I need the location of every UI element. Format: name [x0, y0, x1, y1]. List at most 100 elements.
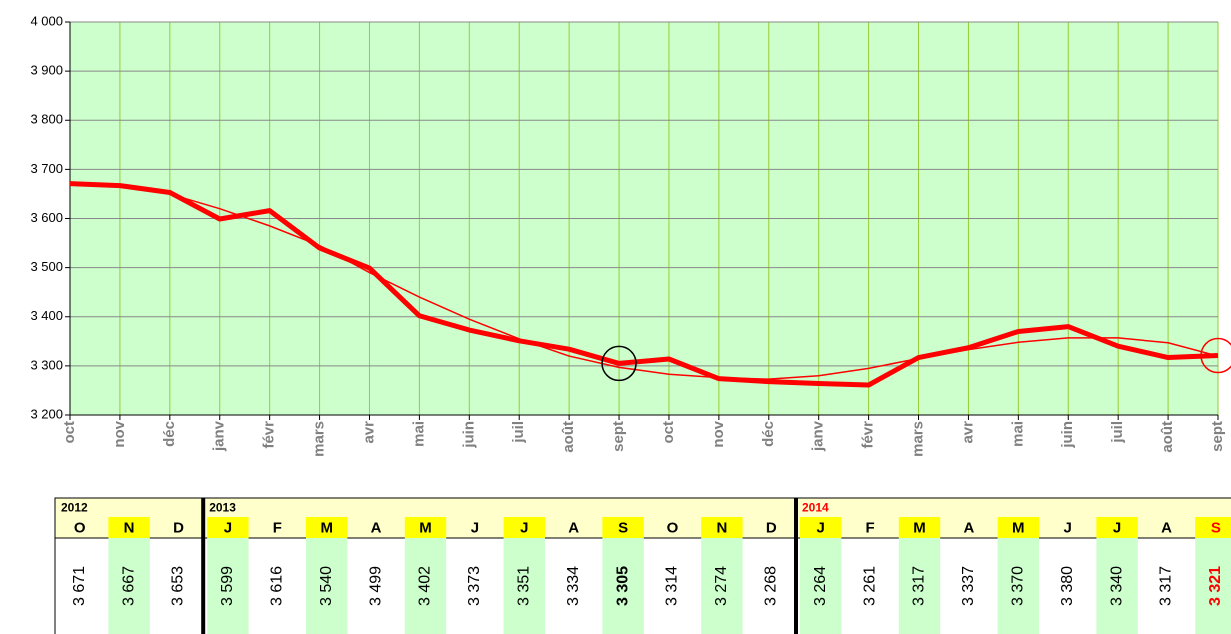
month-label: D	[173, 519, 184, 536]
x-tick-label: mai	[1009, 421, 1026, 447]
value-label: 3 370	[1010, 566, 1027, 606]
x-tick-label: juil	[1109, 421, 1126, 444]
y-tick-label: 3 900	[30, 63, 63, 78]
year-label: 2014	[802, 501, 829, 515]
x-tick-label: oct	[61, 421, 78, 444]
month-label: D	[766, 519, 777, 536]
month-shade	[503, 517, 545, 538]
x-tick-label: oct	[660, 421, 677, 444]
month-shade	[404, 517, 447, 538]
month-shade	[898, 517, 941, 538]
month-label: M	[1012, 519, 1025, 536]
value-label: 3 351	[516, 566, 533, 606]
x-tick-label: mars	[909, 421, 926, 457]
month-label: N	[716, 519, 727, 536]
value-label: 3 653	[170, 566, 187, 606]
x-tick-label: nov	[710, 420, 727, 447]
month-label: M	[419, 519, 432, 536]
value-label: 3 305	[614, 566, 631, 606]
month-label: F	[273, 519, 282, 536]
y-tick-label: 3 600	[30, 210, 63, 225]
trend-line	[69, 182, 1219, 380]
month-label: A	[1161, 519, 1172, 536]
y-tick-label: 3 800	[30, 112, 63, 127]
month-label: J	[1064, 519, 1072, 536]
y-tick-label: 3 200	[30, 406, 63, 421]
value-shade	[207, 538, 249, 634]
x-tick-label: janv	[810, 420, 827, 452]
value-label: 3 616	[269, 566, 286, 606]
month-shade	[1096, 517, 1138, 538]
month-shade	[602, 517, 644, 538]
month-shade	[701, 517, 743, 538]
x-tick-label: août	[560, 421, 577, 453]
y-tick-label: 3 700	[30, 161, 63, 176]
x-tick-label: févr	[860, 421, 877, 449]
month-label: J	[1113, 519, 1121, 536]
value-label: 3 261	[861, 566, 878, 606]
x-tick-label: déc	[760, 421, 777, 447]
month-shade	[207, 517, 249, 538]
x-tick-label: août	[1159, 421, 1176, 453]
month-label: O	[74, 519, 86, 536]
x-tick-label: nov	[111, 420, 128, 447]
value-label: 3 264	[812, 566, 829, 606]
month-label: O	[667, 519, 679, 536]
year-label: 2012	[61, 501, 88, 515]
month-shade	[800, 517, 842, 538]
value-label: 3 334	[565, 566, 582, 606]
highlight-circle	[601, 345, 637, 382]
y-tick-label: 3 300	[30, 357, 63, 372]
x-tick-label: sept	[1209, 421, 1226, 452]
value-label: 3 317	[911, 566, 928, 606]
month-label: M	[913, 519, 926, 536]
value-label: 3 321	[1207, 566, 1224, 606]
year-label: 2013	[209, 501, 236, 515]
x-tick-label: janv	[211, 420, 228, 452]
y-tick-label: 4 000	[30, 13, 63, 28]
month-label: F	[866, 519, 875, 536]
month-label: A	[963, 519, 974, 536]
value-shade	[898, 538, 941, 634]
month-label: M	[320, 519, 333, 536]
x-tick-label: juil	[510, 421, 527, 444]
month-label: J	[224, 519, 232, 536]
value-shade	[800, 538, 842, 634]
month-label: S	[618, 519, 628, 536]
month-label: J	[471, 519, 479, 536]
value-label: 3 599	[219, 566, 236, 606]
value-shade	[1096, 538, 1138, 634]
value-shade	[701, 538, 743, 634]
value-shade	[404, 538, 447, 634]
value-shade	[602, 538, 644, 634]
month-label: A	[568, 519, 579, 536]
x-tick-label: juin	[460, 421, 477, 449]
month-label: J	[520, 519, 528, 536]
month-label: N	[124, 519, 135, 536]
value-label: 3 671	[71, 566, 88, 606]
x-tick-label: juin	[1059, 421, 1076, 449]
value-label: 3 499	[367, 566, 384, 606]
value-label: 3 373	[466, 566, 483, 606]
month-label: S	[1211, 519, 1221, 536]
x-tick-label: mai	[410, 421, 427, 447]
x-tick-label: sept	[610, 421, 627, 452]
x-tick-label: févr	[261, 421, 278, 449]
value-shade	[1195, 538, 1231, 634]
value-label: 3 314	[664, 566, 681, 606]
value-label: 3 540	[318, 566, 335, 606]
month-shade	[306, 517, 348, 538]
month-shade	[997, 517, 1039, 538]
value-shade	[503, 538, 545, 634]
highlight-circle	[1200, 337, 1231, 374]
month-shade	[1195, 517, 1231, 538]
month-label: A	[371, 519, 382, 536]
line	[69, 181, 1219, 388]
value-label: 3 337	[960, 566, 977, 606]
value-label: 3 380	[1059, 566, 1076, 606]
month-label: J	[817, 519, 825, 536]
x-tick-label: avr	[959, 421, 976, 444]
value-shade	[306, 538, 348, 634]
month-shade	[108, 517, 150, 538]
